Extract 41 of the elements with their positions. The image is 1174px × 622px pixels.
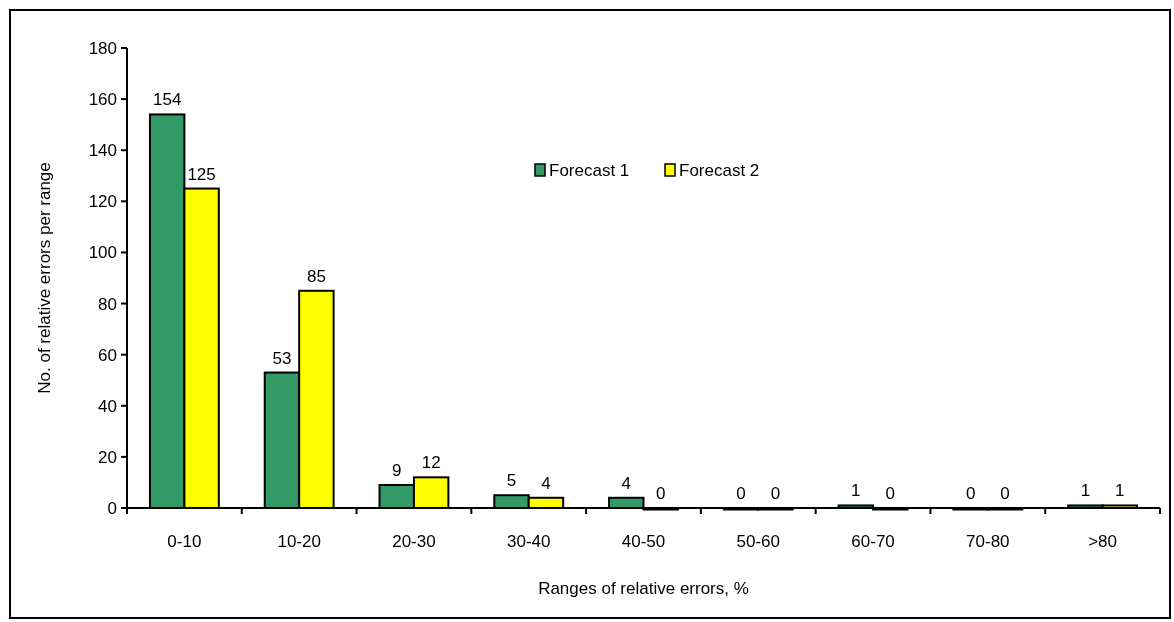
y-tick-label: 40 [98, 396, 117, 416]
data-label: 154 [152, 90, 182, 110]
y-tick-label: 20 [98, 447, 117, 467]
y-tick-label: 0 [107, 498, 117, 518]
data-label: 4 [541, 473, 551, 493]
data-label: 5 [506, 471, 517, 491]
x-tick-label: 20-30 [392, 532, 436, 551]
data-label: 0 [736, 484, 746, 503]
data-label: 1 [1080, 481, 1091, 501]
x-tick-label: 60-70 [851, 532, 895, 551]
legend-label: Forecast 2 [679, 160, 760, 180]
data-label: 0 [885, 484, 896, 503]
data-label: 53 [272, 348, 292, 368]
data-label: 125 [187, 164, 216, 184]
y-tick-label: 60 [98, 345, 117, 365]
data-label: 0 [655, 484, 666, 503]
x-tick-label: 70-80 [966, 532, 1010, 551]
legend-label: Forecast 1 [549, 160, 630, 180]
data-label: 9 [391, 461, 402, 480]
data-label: 85 [306, 266, 326, 286]
y-tick-label: 160 [88, 90, 117, 110]
y-axis-title: No. of relative errors per range [35, 162, 54, 394]
y-tick-label: 100 [88, 243, 117, 263]
y-tick-label: 80 [98, 294, 117, 314]
x-tick-label: 30-40 [506, 532, 551, 551]
x-tick-label: >80 [1088, 532, 1118, 551]
data-label: 4 [621, 473, 632, 493]
data-label: 0 [965, 484, 976, 503]
x-tick-label: 10-20 [277, 532, 321, 551]
data-label: 0 [770, 484, 781, 503]
data-label: 0 [1000, 484, 1010, 503]
x-tick-label: 50-60 [736, 532, 781, 551]
data-label: 1 [1115, 481, 1125, 501]
data-label: 12 [421, 453, 441, 473]
y-tick-label: 180 [88, 38, 117, 58]
y-tick-label: 140 [88, 141, 117, 161]
y-tick-label: 120 [88, 192, 117, 212]
x-tick-label: 0-10 [167, 532, 202, 551]
data-label: 1 [851, 481, 861, 501]
x-tick-label: 40-50 [621, 532, 666, 551]
x-axis-title: Ranges of relative errors, % [538, 579, 749, 598]
